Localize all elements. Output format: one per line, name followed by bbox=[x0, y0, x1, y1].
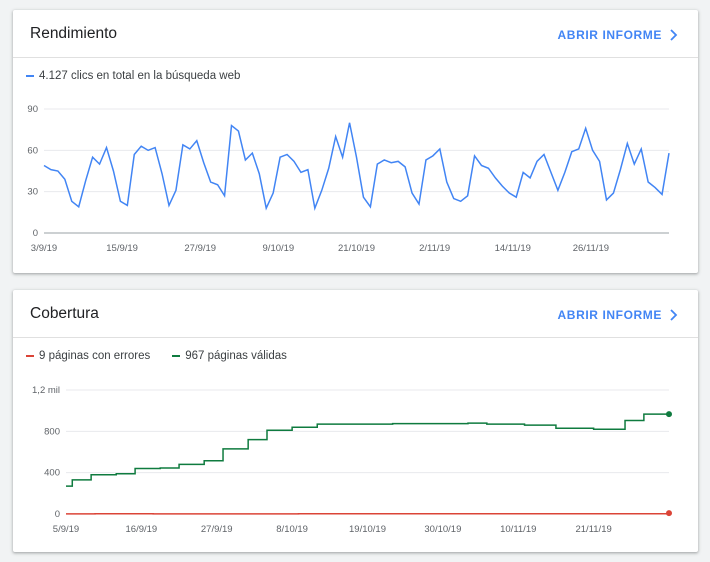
x-tick-label: 27/9/19 bbox=[201, 524, 233, 535]
x-tick-label: 3/9/19 bbox=[31, 243, 57, 254]
series-end-point bbox=[666, 411, 672, 418]
open-performance-report-label: ABRIR INFORME bbox=[557, 28, 662, 42]
coverage-chart: 0 400 800 1,2 mil 5/9/19 16/9/19 27/9/19 8/10/1… bbox=[32, 385, 672, 535]
x-tick-label: 15/9/19 bbox=[106, 243, 138, 254]
y-tick-label: 0 bbox=[55, 509, 60, 520]
x-tick-label: 21/10/19 bbox=[338, 243, 375, 254]
x-tick-label: 27/9/19 bbox=[184, 243, 216, 254]
performance-title: Rendimiento bbox=[30, 25, 118, 42]
performance-card: Rendimiento ABRIR INFORME 4.127 clics en… bbox=[13, 10, 698, 273]
legend-swatch-red bbox=[26, 355, 34, 357]
legend-label-valid: 967 páginas válidas bbox=[185, 350, 287, 362]
y-tick-label: 800 bbox=[44, 426, 60, 437]
y-tick-label: 400 bbox=[44, 468, 60, 479]
open-coverage-report-button[interactable]: ABRIR INFORME bbox=[558, 308, 679, 322]
x-tick-label: 19/10/19 bbox=[349, 524, 386, 535]
chevron-right-icon bbox=[670, 29, 678, 41]
x-tick-label: 2/11/19 bbox=[419, 243, 450, 254]
x-tick-label: 30/10/19 bbox=[424, 524, 461, 535]
x-tick-label: 5/9/19 bbox=[53, 524, 79, 535]
legend-label-clicks: 4.127 clics en total en la búsqueda web bbox=[39, 70, 241, 82]
y-tick-label: 60 bbox=[27, 145, 38, 156]
y-tick-label: 0 bbox=[33, 228, 38, 239]
x-tick-label: 26/11/19 bbox=[573, 243, 609, 254]
legend-item-clicks[interactable]: 4.127 clics en total en la búsqueda web bbox=[26, 70, 240, 82]
series-line bbox=[66, 513, 670, 515]
y-tick-label: 90 bbox=[27, 104, 38, 115]
series-line bbox=[66, 413, 669, 487]
x-tick-label: 21/11/19 bbox=[575, 524, 611, 535]
legend-label-errors: 9 páginas con errores bbox=[39, 350, 151, 362]
legend-swatch-green bbox=[172, 355, 181, 357]
y-tick-label: 30 bbox=[27, 187, 38, 198]
performance-legend: 4.127 clics en total en la búsqueda web bbox=[26, 70, 240, 82]
coverage-card: Cobertura ABRIR INFORME 9 páginas con er… bbox=[13, 290, 698, 552]
coverage-card-header: Cobertura ABRIR INFORME bbox=[13, 290, 698, 338]
legend-item-errors[interactable]: 9 páginas con errores bbox=[26, 350, 150, 362]
series-end-point bbox=[666, 510, 672, 517]
legend-item-valid[interactable]: 967 páginas válidas bbox=[172, 350, 287, 362]
performance-card-header: Rendimiento ABRIR INFORME bbox=[13, 10, 698, 58]
x-tick-label: 9/10/19 bbox=[263, 243, 295, 254]
series-line bbox=[43, 122, 670, 211]
chevron-right-icon bbox=[670, 309, 678, 321]
open-performance-report-button[interactable]: ABRIR INFORME bbox=[558, 28, 679, 42]
y-tick-label: 1,2 mil bbox=[32, 385, 60, 396]
performance-chart: 0 30 60 90 3/9/19 15/9/19 27/9/19 9/10/19 21/10/… bbox=[27, 104, 670, 254]
x-tick-label: 10/11/19 bbox=[500, 524, 536, 535]
coverage-legend: 9 páginas con errores 967 páginas válida… bbox=[26, 350, 287, 362]
legend-swatch-blue bbox=[26, 75, 34, 77]
x-tick-label: 14/11/19 bbox=[495, 243, 531, 254]
coverage-title: Cobertura bbox=[30, 305, 99, 322]
x-tick-label: 8/10/19 bbox=[276, 524, 308, 535]
x-tick-label: 16/9/19 bbox=[126, 524, 158, 535]
open-coverage-report-label: ABRIR INFORME bbox=[557, 308, 662, 322]
